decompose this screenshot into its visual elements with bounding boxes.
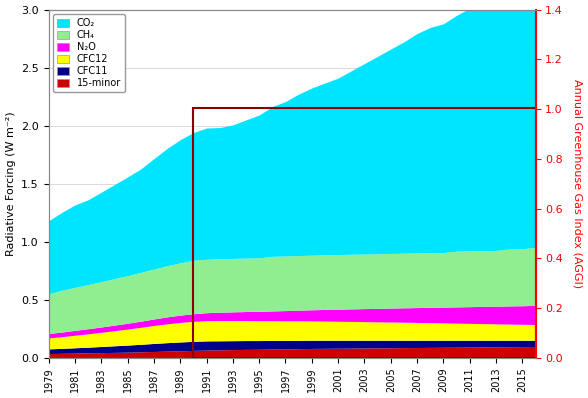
Y-axis label: Annual Greenhouse Gas Index (AGGI): Annual Greenhouse Gas Index (AGGI): [573, 79, 583, 288]
Y-axis label: Radiative Forcing (W m⁻²): Radiative Forcing (W m⁻²): [5, 111, 15, 256]
Bar: [193, 108, 536, 358]
Legend: CO₂, CH₄, N₂O, CFC12, CFC11, 15-minor: CO₂, CH₄, N₂O, CFC12, CFC11, 15-minor: [54, 14, 125, 92]
Text: AGGI (2016) = 1.40: AGGI (2016) = 1.40: [0, 397, 1, 398]
